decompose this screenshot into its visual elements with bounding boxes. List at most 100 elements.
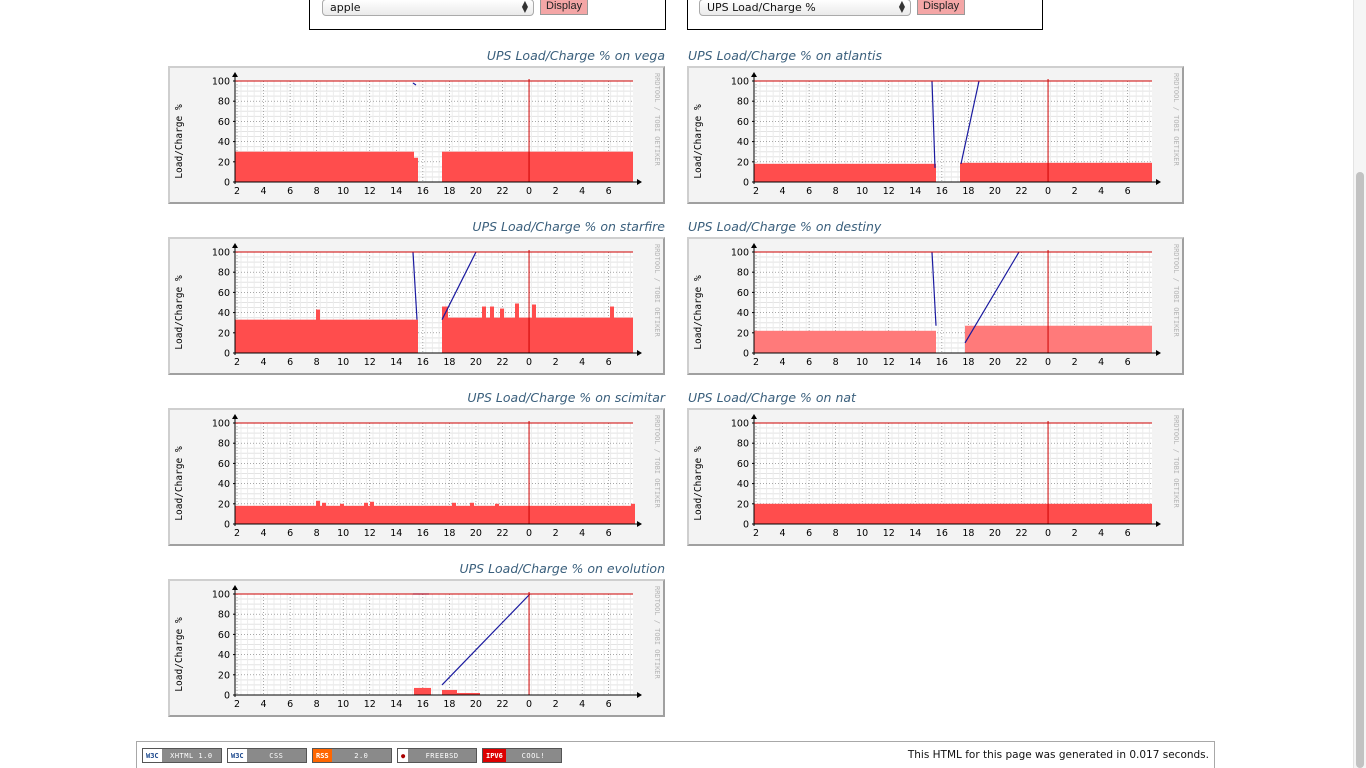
badge-right: FREEBSD [408, 749, 476, 762]
x-tick-label: 18 [962, 357, 974, 368]
host-select[interactable]: apple ▲ ▼ [322, 0, 534, 16]
x-tick-label: 0 [526, 528, 532, 539]
x-tick-label: 4 [1098, 186, 1104, 197]
load-spike [316, 309, 320, 353]
select-arrows-icon: ▲ ▼ [898, 0, 905, 14]
badge-left: W3C [143, 749, 162, 762]
x-tick-label: 12 [883, 528, 895, 539]
x-tick-label: 18 [443, 357, 455, 368]
load-area [442, 689, 457, 695]
x-tick-label: 16 [936, 528, 948, 539]
graph-type-select-value: UPS Load/Charge % [707, 1, 816, 14]
badge-left: W3C [228, 749, 247, 762]
y-tick-label: 80 [218, 268, 230, 279]
x-tick-label: 10 [856, 186, 868, 197]
rrdtool-watermark: RRDTOOL / TOBI OETIKER [1172, 415, 1180, 509]
x-tick-label: 22 [496, 699, 508, 710]
y-axis-label: Load/Charge % [174, 446, 185, 521]
graph-starfire[interactable]: 0 20 40 60 80 100 2 4 6 8 10 12 14 16 18 20 22 0 2 4 6 Load/C… [168, 237, 665, 375]
y-tick-label: 80 [218, 610, 230, 621]
x-tick-label: 6 [1125, 357, 1131, 368]
load-spike [364, 502, 368, 524]
load-area [235, 505, 633, 524]
x-tick-label: 22 [1015, 357, 1027, 368]
x-tick-label: 22 [1015, 186, 1027, 197]
x-tick-label: 4 [1098, 528, 1104, 539]
x-tick-label: 14 [909, 186, 921, 197]
y-tick-label: 0 [743, 349, 749, 360]
x-tick-label: 12 [883, 357, 895, 368]
y-tick-label: 0 [224, 178, 230, 189]
graph-display-button[interactable]: Display [917, 0, 966, 15]
load-spike [532, 304, 536, 353]
xhtml-badge[interactable]: W3C XHTML 1.0 [142, 748, 222, 763]
x-tick-label: 8 [314, 699, 320, 710]
graph-evolution[interactable]: 0 20 40 60 80 100 2 4 6 8 10 12 14 16 18 20 22 0 2 4 6 Load/C… [168, 579, 665, 717]
x-tick-label: 18 [443, 186, 455, 197]
y-tick-label: 0 [224, 520, 230, 531]
rrdtool-watermark: RRDTOOL / TOBI OETIKER [653, 415, 661, 509]
footer: W3C XHTML 1.0 W3C CSS RSS 2.0 ● FREEBSD … [136, 741, 1215, 768]
badge-right: 2.0 [331, 749, 391, 762]
x-axis-arrow-icon [637, 692, 642, 698]
css-badge[interactable]: W3C CSS [227, 748, 307, 763]
x-tick-label: 10 [856, 357, 868, 368]
x-tick-label: 4 [261, 357, 267, 368]
x-tick-label: 8 [314, 528, 320, 539]
y-axis-arrow-icon [751, 414, 757, 419]
load-area [457, 692, 480, 695]
freebsd-badge[interactable]: ● FREEBSD [397, 748, 477, 763]
x-tick-label: 4 [780, 186, 786, 197]
x-tick-label: 2 [1072, 528, 1078, 539]
graph-type-select[interactable]: UPS Load/Charge % ▲ ▼ [699, 0, 911, 16]
x-tick-label: 6 [1125, 186, 1131, 197]
load-spike [470, 502, 474, 524]
graph-destiny[interactable]: 0 20 40 60 80 100 2 4 6 8 10 12 14 16 18 20 22 0 2 4 6 Load/C… [687, 237, 1184, 375]
graph-vega[interactable]: 0 20 40 60 80 100 2 4 6 8 10 12 14 16 18 20 22 0 2 4 6 Load/C… [168, 66, 665, 204]
graph-title-starfire: UPS Load/Charge % on starfire [472, 219, 665, 234]
x-tick-label: 20 [470, 699, 482, 710]
x-tick-label: 0 [526, 699, 532, 710]
x-tick-label: 16 [936, 357, 948, 368]
graph-title-atlantis: UPS Load/Charge % on atlantis [688, 48, 882, 63]
x-tick-label: 0 [1045, 528, 1051, 539]
x-tick-label: 22 [496, 357, 508, 368]
load-area [442, 151, 633, 182]
x-tick-label: 4 [780, 357, 786, 368]
x-axis-arrow-icon [637, 179, 642, 185]
graph-scimitar[interactable]: 0 20 40 60 80 100 2 4 6 8 10 12 14 16 18 20 22 0 2 4 6 Load/C… [168, 408, 665, 546]
badge-left: IPV6 [483, 749, 506, 762]
y-tick-label: 40 [218, 308, 230, 319]
host-display-button[interactable]: Display [540, 0, 589, 15]
x-tick-label: 4 [261, 186, 267, 197]
vertical-scrollbar[interactable] [1353, 0, 1366, 768]
x-tick-label: 22 [496, 528, 508, 539]
load-area [235, 151, 414, 182]
x-tick-label: 2 [553, 699, 559, 710]
x-tick-label: 4 [780, 528, 786, 539]
ipv6-badge[interactable]: IPV6 COOL! [482, 748, 562, 763]
y-tick-label: 40 [218, 479, 230, 490]
y-tick-label: 0 [224, 691, 230, 702]
load-spike [500, 308, 504, 353]
y-tick-label: 60 [218, 288, 230, 299]
y-tick-label: 20 [218, 670, 230, 681]
x-tick-label: 6 [606, 699, 612, 710]
generation-time-text: This HTML for this page was generated in… [907, 749, 1209, 761]
scrollbar-thumb[interactable] [1356, 172, 1364, 768]
graph-nat[interactable]: 0 20 40 60 80 100 2 4 6 8 10 12 14 16 18 20 22 0 2 4 6 Load/C… [687, 408, 1184, 546]
x-tick-label: 2 [234, 186, 240, 197]
badge-right: CSS [246, 749, 306, 762]
x-tick-label: 2 [234, 357, 240, 368]
load-area [965, 325, 1152, 353]
rss-badge[interactable]: RSS 2.0 [312, 748, 392, 763]
graph-atlantis[interactable]: 0 20 40 60 80 100 2 4 6 8 10 12 14 16 18 20 22 0 2 4 6 Load/C… [687, 66, 1184, 204]
x-tick-label: 12 [364, 357, 376, 368]
y-axis-arrow-icon [232, 72, 238, 77]
x-tick-label: 22 [496, 186, 508, 197]
x-tick-label: 2 [553, 357, 559, 368]
charge-line [412, 82, 417, 86]
x-tick-label: 6 [287, 528, 293, 539]
x-tick-label: 6 [806, 528, 812, 539]
